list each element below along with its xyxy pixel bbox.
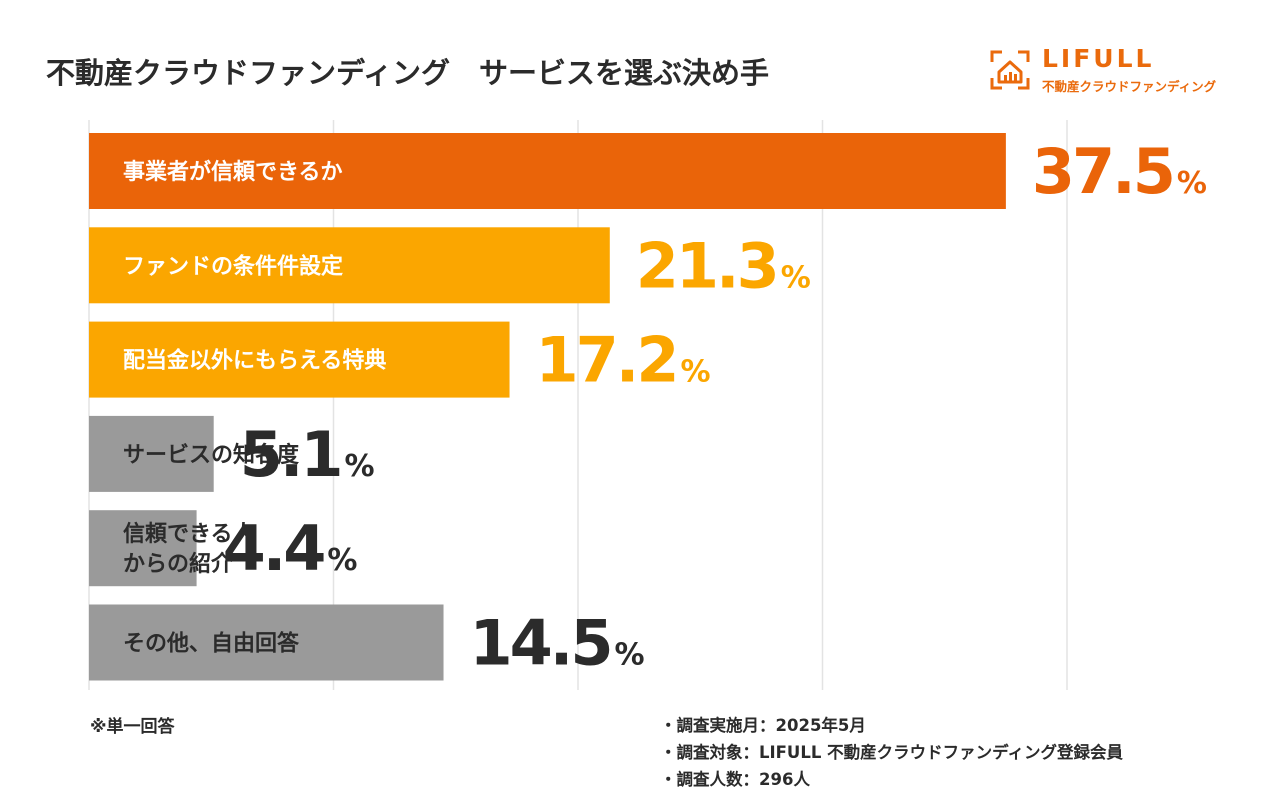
logo-subtitle: 不動産クラウドファンディング <box>1042 79 1217 94</box>
data-label: 37.5% <box>1032 135 1207 208</box>
bar <box>89 415 214 492</box>
bar-label: 配当金以外にもらえる特典 <box>123 348 386 374</box>
bar <box>89 133 1006 209</box>
meta-survey-count: ・調査人数：296人 <box>660 770 810 789</box>
meta-survey-month: ・調査実施月：2025年5月 <box>660 716 866 735</box>
logo-wordmark: LIFULL <box>1042 44 1155 73</box>
data-label: 21.3% <box>636 229 811 302</box>
bar <box>89 321 510 398</box>
bar-label: 事業者が信頼できるか <box>123 159 343 185</box>
bar-label: その他、自由回答 <box>123 631 300 657</box>
footnote: ※単一回答 <box>90 717 175 737</box>
house-chart-icon <box>990 50 1030 90</box>
bar-label: ファンドの条件件設定 <box>123 253 343 279</box>
bar <box>89 510 197 587</box>
bar <box>89 604 444 681</box>
lifull-logo[interactable]: LIFULL 不動産クラウドファンディング <box>988 44 1238 96</box>
meta-survey-target: ・調査対象：LIFULL 不動産クラウドファンディング登録会員 <box>660 743 1123 762</box>
data-label: 5.1% <box>240 418 375 491</box>
data-label: 17.2% <box>536 324 711 397</box>
chart-title: 不動産クラウドファンディング サービスを選ぶ決め手 <box>46 56 769 90</box>
bar-chart: 事業者が信頼できるか 37.5 % ファンドの条件件設定 21.3 % 配当金以外にもらえる… <box>88 120 1207 690</box>
data-label: 14.5% <box>470 607 645 680</box>
bar-label: 信頼できる人からの紹介 <box>123 521 255 577</box>
survey-meta: ・調査実施月：2025年5月 ・調査対象：LIFULL 不動産クラウドファンディ… <box>660 712 1123 793</box>
bar-label: サービスの知名度 <box>123 442 300 468</box>
bar <box>89 227 610 304</box>
data-label: 4.4% <box>223 512 358 585</box>
